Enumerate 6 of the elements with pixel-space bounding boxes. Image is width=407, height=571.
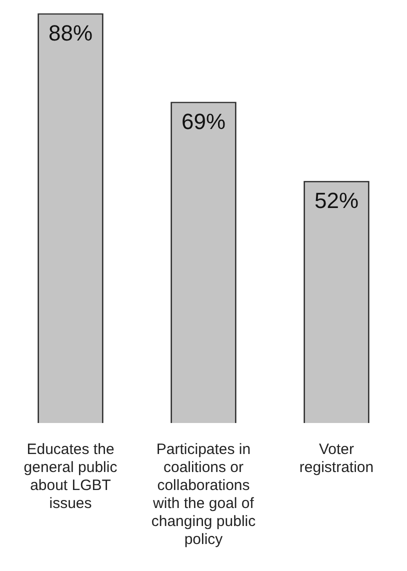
data-label: 69%	[181, 108, 226, 134]
x-tick-label: Participates in coalitions or collaborations with the goal of changing public policy	[151, 441, 256, 548]
x-tick-label: Educates the general public about LGBT issues	[24, 441, 118, 512]
x-tick-label: Voter registration	[299, 441, 374, 476]
data-label: 88%	[48, 20, 93, 46]
data-label: 52%	[314, 188, 359, 213]
